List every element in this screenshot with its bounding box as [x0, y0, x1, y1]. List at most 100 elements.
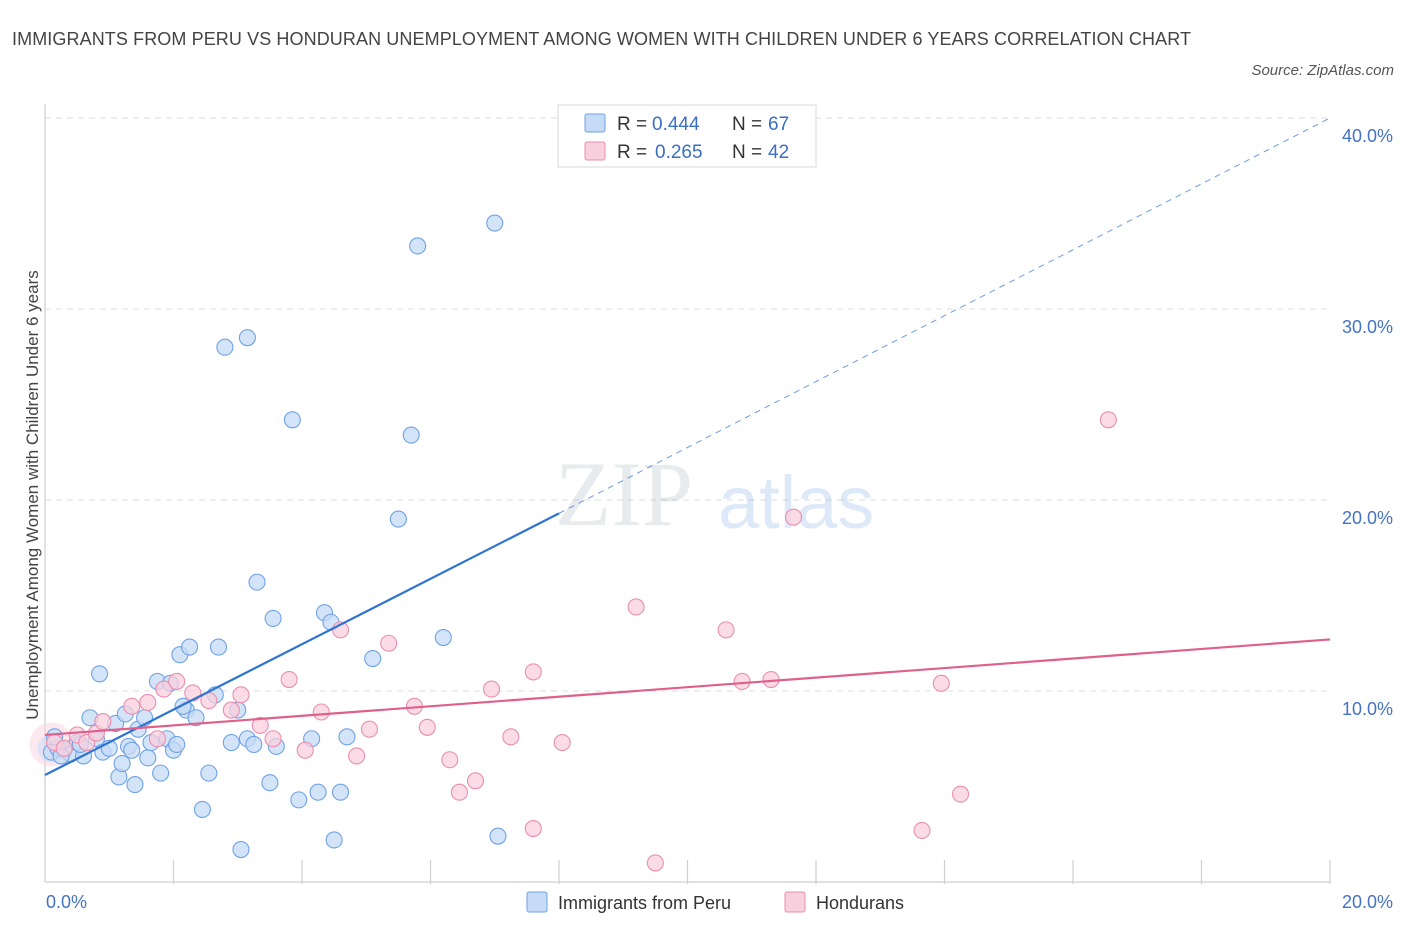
series-swatch-hondurans	[784, 891, 806, 913]
legend-r-label-peru: R =	[617, 114, 647, 135]
y-tick-label: 20.0%	[1342, 508, 1393, 528]
point-peru	[113, 755, 131, 773]
legend-swatch-peru	[584, 113, 606, 133]
point-peru	[325, 831, 343, 849]
point-hondurans	[646, 854, 664, 872]
legend-r-value-peru: 0.444	[652, 114, 700, 135]
point-peru	[389, 510, 407, 528]
legend-r-value-hondurans: 0.265	[655, 142, 703, 163]
axes	[44, 104, 1331, 884]
stats-legend: R = 0.444 N = 67 R = 0.265 N = 42	[557, 104, 817, 168]
point-peru	[139, 749, 157, 767]
y-tick-label: 10.0%	[1342, 699, 1393, 719]
trend-line-hondurans	[44, 638, 1331, 737]
point-peru	[123, 741, 141, 759]
legend-n-label-hondurans: N =	[732, 142, 762, 163]
point-hondurans	[232, 686, 250, 704]
point-peru	[409, 237, 427, 255]
series-swatch-peru	[526, 891, 548, 913]
legend-n-value-peru: 67	[768, 114, 789, 135]
point-hondurans	[360, 720, 379, 738]
point-peru	[364, 649, 382, 668]
point-hondurans	[222, 701, 240, 719]
point-hondurans	[733, 672, 751, 691]
point-hondurans	[139, 693, 157, 712]
x-tick-label: 20.0%	[1342, 892, 1393, 912]
legend-r-label-hondurans: R =	[617, 142, 647, 163]
point-hondurans	[168, 672, 186, 691]
point-hondurans	[94, 713, 112, 731]
source-label: Source: ZipAtlas.com	[1251, 62, 1394, 79]
point-peru	[232, 840, 250, 859]
point-peru	[309, 783, 327, 801]
point-peru	[181, 638, 199, 656]
point-peru	[264, 609, 282, 627]
point-hondurans	[123, 697, 141, 715]
point-peru	[193, 800, 211, 818]
point-hondurans	[784, 508, 803, 526]
point-peru	[168, 735, 186, 754]
point-peru	[338, 728, 356, 746]
point-peru	[290, 791, 308, 809]
point-peru	[216, 338, 234, 356]
point-hondurans	[418, 718, 436, 736]
point-hondurans	[264, 730, 282, 748]
legend-n-value-hondurans: 42	[768, 142, 789, 163]
point-hondurans	[148, 730, 166, 748]
tick-labels: 10.0% 20.0% 30.0% 40.0% 0.0% 20.0%	[46, 126, 1393, 912]
point-hondurans	[913, 821, 931, 839]
point-hondurans	[627, 598, 645, 616]
series-name-peru: Immigrants from Peru	[558, 893, 731, 913]
point-peru	[126, 776, 144, 794]
point-peru	[238, 329, 256, 347]
x-tick-label: 0.0%	[46, 892, 87, 912]
point-peru	[152, 764, 170, 782]
point-peru	[331, 783, 350, 801]
trend-lines	[44, 117, 1331, 777]
point-peru	[486, 214, 504, 232]
point-hondurans	[952, 785, 970, 803]
point-peru	[434, 628, 452, 647]
series-name-hondurans: Hondurans	[816, 893, 904, 913]
point-hondurans	[380, 634, 398, 652]
point-hondurans	[312, 703, 330, 721]
y-tick-label: 30.0%	[1342, 317, 1393, 337]
series-legend: Immigrants from Peru Hondurans	[526, 891, 904, 913]
point-hondurans	[1099, 411, 1117, 429]
point-hondurans	[296, 741, 314, 759]
point-hondurans	[932, 674, 950, 692]
watermark: ZIP atlas	[555, 443, 874, 545]
point-peru	[222, 734, 240, 752]
point-hondurans	[184, 684, 202, 702]
point-hondurans	[348, 747, 366, 765]
watermark-atlas: atlas	[718, 461, 874, 544]
point-hondurans	[280, 670, 298, 689]
y-axis-label: Unemployment Among Women with Children U…	[23, 270, 42, 719]
point-peru	[245, 735, 263, 754]
point-hondurans	[553, 734, 571, 752]
point-hondurans	[251, 716, 269, 734]
point-hondurans	[717, 621, 735, 639]
point-hondurans	[155, 680, 173, 698]
point-hondurans	[524, 663, 542, 681]
point-peru	[261, 774, 279, 792]
y-tick-label: 40.0%	[1342, 126, 1393, 146]
point-hondurans	[482, 680, 501, 698]
point-peru	[187, 709, 205, 727]
gridlines	[45, 117, 1330, 692]
legend-swatch-hondurans	[584, 141, 606, 161]
point-hondurans	[441, 751, 459, 769]
point-hondurans	[524, 819, 542, 838]
point-peru	[248, 573, 266, 591]
point-peru	[283, 411, 301, 429]
trend-line-peru-projection	[558, 117, 1331, 514]
point-hondurans	[502, 728, 520, 746]
point-peru	[91, 665, 109, 683]
data-points	[29, 214, 1117, 872]
point-peru	[402, 426, 420, 444]
chart-title: IMMIGRANTS FROM PERU VS HONDURAN UNEMPLO…	[12, 29, 1192, 49]
point-hondurans	[450, 783, 468, 801]
point-peru	[489, 827, 507, 845]
point-peru	[209, 638, 228, 656]
